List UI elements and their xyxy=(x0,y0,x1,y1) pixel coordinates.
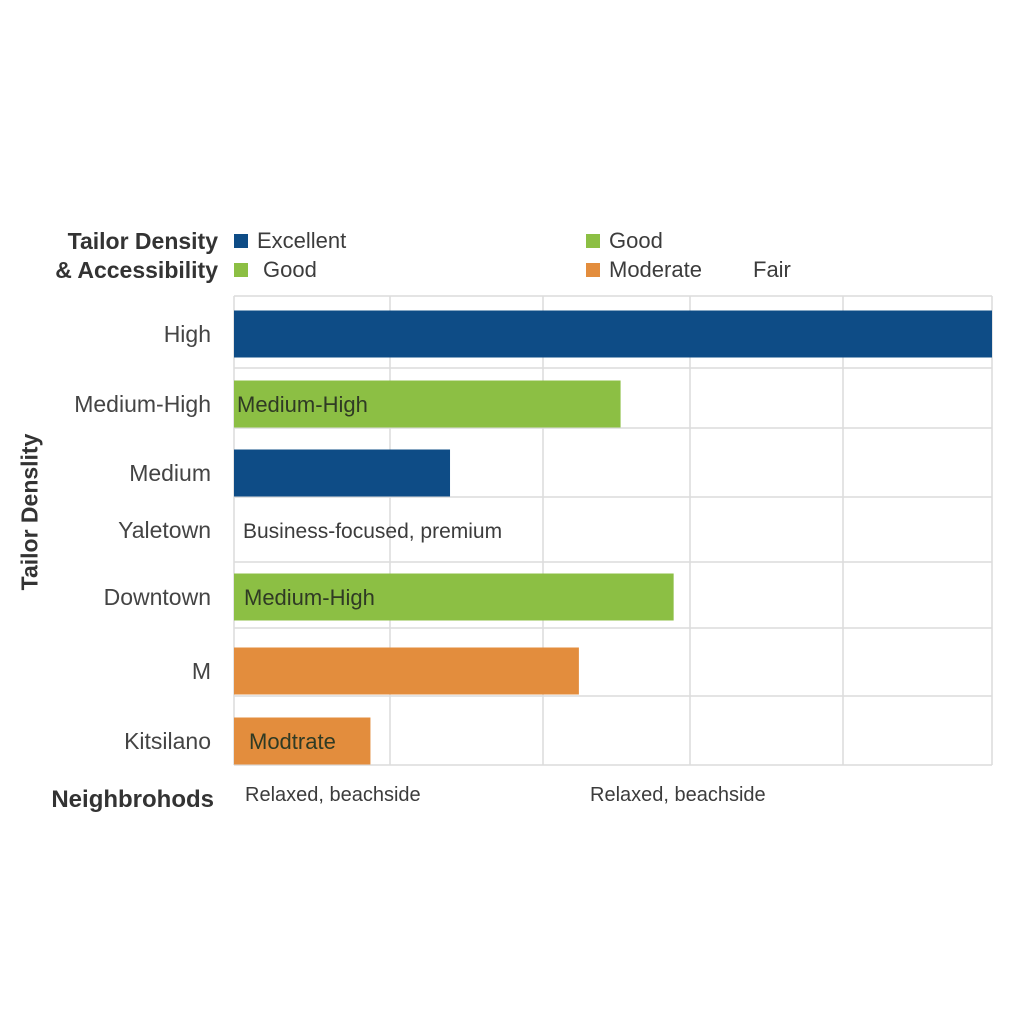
legend-item-excellent: Excellent xyxy=(234,228,346,254)
legend-swatch-good-2 xyxy=(234,263,248,277)
y-tick-label: Kitsilano xyxy=(124,728,211,754)
y-tick-label: Medium-High xyxy=(74,391,211,417)
bar-data-label: Medium-High xyxy=(237,392,368,417)
x-annotation-1: Relaxed, beachside xyxy=(245,784,421,806)
legend-label-good-2: Good xyxy=(263,257,317,282)
bar xyxy=(234,380,621,428)
legend-label-moderate: Moderate xyxy=(609,257,702,282)
legend-swatch-moderate xyxy=(586,263,600,277)
y-tick-label: High xyxy=(164,321,211,347)
y-tick-label: M xyxy=(192,658,211,684)
bar-data-label: Modtrate xyxy=(249,729,336,754)
legend-item-good-2: Good xyxy=(234,257,317,283)
legend-swatch-good-1 xyxy=(586,234,600,248)
chart-title-line-2: & Accessibility xyxy=(55,257,218,283)
x-annotation-2: Relaxed, beachside xyxy=(590,784,766,806)
bar xyxy=(234,449,451,497)
bar xyxy=(234,717,371,765)
legend-label-excellent: Excellent xyxy=(257,228,347,253)
bar-data-label: Medium-High xyxy=(244,585,375,610)
y-tick-label: Downtown xyxy=(104,584,211,610)
legend-label-fair: Fair xyxy=(753,257,791,282)
y-tick-label: Yaletown xyxy=(118,517,211,543)
bar-data-label: Business-focused, premium xyxy=(243,520,502,543)
legend-label-good-1: Good xyxy=(609,228,663,253)
bar xyxy=(234,647,579,695)
x-axis-label: Neighbrohods xyxy=(51,786,214,813)
y-tick-label: Medium xyxy=(129,460,211,486)
bar xyxy=(234,573,674,621)
chart-title-line-1: Tailor Density xyxy=(67,228,218,254)
legend-item-moderate: Moderate xyxy=(586,257,702,283)
bar xyxy=(234,310,992,358)
legend-swatch-excellent xyxy=(234,234,248,248)
legend-item-good-1: Good xyxy=(586,228,663,254)
